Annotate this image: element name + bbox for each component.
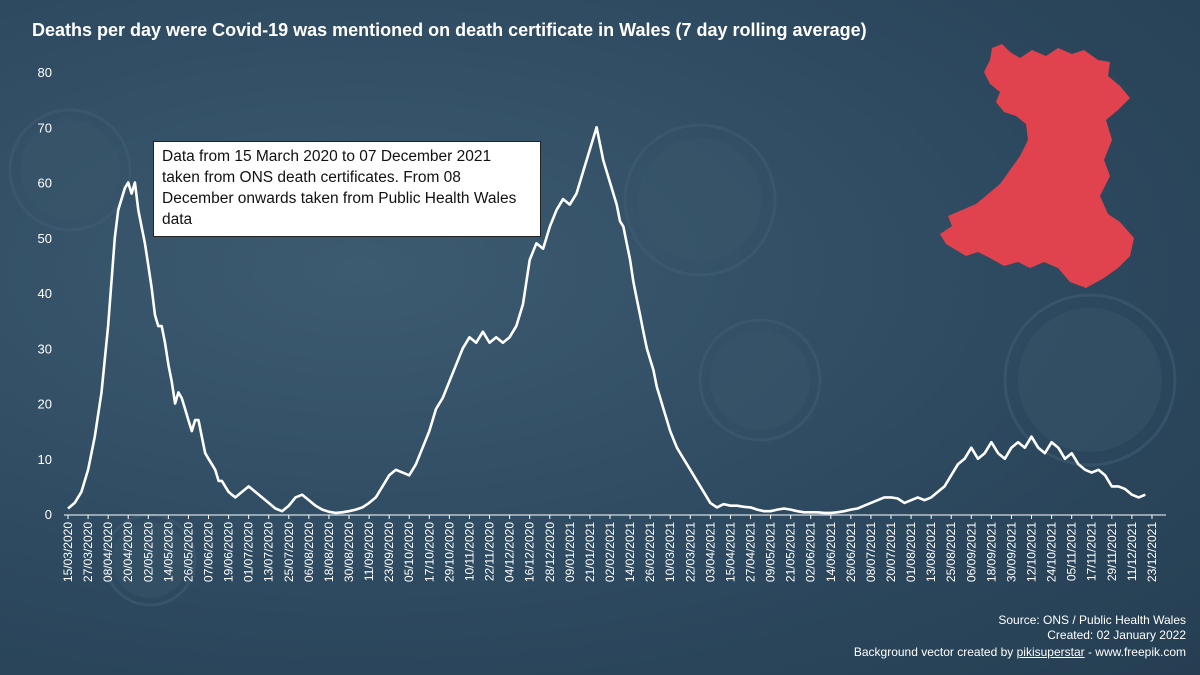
chart-title: Deaths per day were Covid-19 was mention… xyxy=(32,20,867,40)
credit-prefix: Background vector created by xyxy=(853,645,1017,659)
x-tick-label: 01/08/2021 xyxy=(904,522,918,582)
x-tick-label: 24/10/2021 xyxy=(1045,522,1059,582)
source-label: Source: ONS / Public Health Wales xyxy=(998,613,1186,627)
x-tick-label: 17/11/2021 xyxy=(1085,522,1099,581)
y-tick-label: 60 xyxy=(38,176,52,191)
y-tick-label: 0 xyxy=(45,507,52,522)
x-tick-label: 02/06/2021 xyxy=(804,522,818,582)
x-tick-label: 11/09/2020 xyxy=(362,522,376,581)
x-tick-label: 14/02/2021 xyxy=(623,522,637,582)
x-tick-label: 09/05/2021 xyxy=(764,522,778,582)
x-tick-label: 07/06/2020 xyxy=(202,522,216,582)
x-axis-ticks: 15/03/2020 27/03/2020 08/04/2020 20/04/2020… xyxy=(61,515,1159,582)
credit-suffix: - www.freepik.com xyxy=(1084,645,1186,659)
x-tick-label: 29/10/2020 xyxy=(442,522,456,582)
x-tick-label: 25/08/2021 xyxy=(944,522,958,582)
x-tick-label: 14/06/2021 xyxy=(824,522,838,582)
y-tick-label: 40 xyxy=(38,286,52,301)
x-tick-label: 26/06/2021 xyxy=(844,522,858,582)
series-line-rolling-average xyxy=(67,126,1146,515)
x-tick-label: 08/04/2020 xyxy=(101,522,115,582)
y-tick-label: 30 xyxy=(38,341,52,356)
data-source-note: Data from 15 March 2020 to 07 December 2… xyxy=(153,141,541,237)
x-tick-label: 30/08/2020 xyxy=(342,522,356,582)
x-tick-label: 15/03/2020 xyxy=(61,522,75,582)
background-credit: Background vector created by pikisuperst… xyxy=(854,645,1186,659)
x-tick-label: 19/06/2020 xyxy=(222,522,236,582)
x-tick-label: 09/01/2021 xyxy=(563,522,577,582)
x-tick-label: 16/12/2020 xyxy=(523,522,537,582)
x-tick-label: 23/09/2020 xyxy=(382,522,396,582)
x-tick-label: 22/11/2020 xyxy=(483,522,497,581)
wales-map-icon xyxy=(940,44,1134,288)
x-tick-label: 01/07/2020 xyxy=(242,522,256,582)
x-tick-label: 20/04/2020 xyxy=(121,522,135,582)
x-tick-label: 02/05/2020 xyxy=(141,522,155,582)
x-tick-label: 21/05/2021 xyxy=(784,522,798,582)
x-tick-label: 13/07/2020 xyxy=(262,522,276,582)
x-tick-label: 21/01/2021 xyxy=(583,522,597,582)
x-tick-label: 12/10/2021 xyxy=(1025,522,1039,582)
y-tick-label: 50 xyxy=(38,231,52,246)
x-tick-label: 03/04/2021 xyxy=(703,522,717,582)
x-tick-label: 18/09/2021 xyxy=(984,522,998,582)
created-date-label: Created: 02 January 2022 xyxy=(1047,628,1186,642)
x-tick-label: 25/07/2020 xyxy=(282,522,296,582)
y-tick-label: 80 xyxy=(38,65,52,80)
x-tick-label: 17/10/2020 xyxy=(422,522,436,582)
x-tick-label: 08/07/2021 xyxy=(864,522,878,582)
x-tick-label: 10/11/2020 xyxy=(462,522,476,581)
x-tick-label: 30/09/2021 xyxy=(1004,522,1018,582)
x-tick-label: 02/02/2021 xyxy=(603,522,617,582)
x-tick-label: 29/11/2021 xyxy=(1105,522,1119,581)
x-tick-label: 18/08/2020 xyxy=(322,522,336,582)
credit-author-link[interactable]: pikisuperstar xyxy=(1016,645,1085,659)
x-tick-label: 27/04/2021 xyxy=(743,522,757,582)
x-tick-label: 27/03/2020 xyxy=(81,522,95,582)
x-tick-label: 06/08/2020 xyxy=(302,522,316,582)
y-tick-label: 20 xyxy=(38,397,52,412)
y-tick-label: 10 xyxy=(38,452,52,467)
x-tick-label: 05/10/2020 xyxy=(402,522,416,582)
x-tick-label: 04/12/2020 xyxy=(503,522,517,582)
x-tick-label: 05/11/2021 xyxy=(1065,522,1079,581)
x-tick-label: 28/12/2020 xyxy=(543,522,557,582)
x-tick-label: 22/03/2021 xyxy=(683,522,697,582)
x-tick-label: 26/02/2021 xyxy=(643,522,657,582)
x-tick-label: 20/07/2021 xyxy=(884,522,898,582)
x-tick-label: 11/12/2021 xyxy=(1125,522,1139,581)
x-tick-label: 13/08/2021 xyxy=(924,522,938,582)
y-tick-label: 70 xyxy=(38,120,52,135)
x-tick-label: 10/03/2021 xyxy=(663,522,677,582)
x-tick-label: 15/04/2021 xyxy=(723,522,737,582)
x-tick-label: 26/05/2020 xyxy=(181,522,195,582)
x-tick-label: 14/05/2020 xyxy=(161,522,175,582)
x-tick-label: 06/09/2021 xyxy=(964,522,978,582)
y-axis: 0 10 20 30 40 50 60 70 80 xyxy=(38,65,52,522)
x-tick-label: 23/12/2021 xyxy=(1145,522,1159,582)
